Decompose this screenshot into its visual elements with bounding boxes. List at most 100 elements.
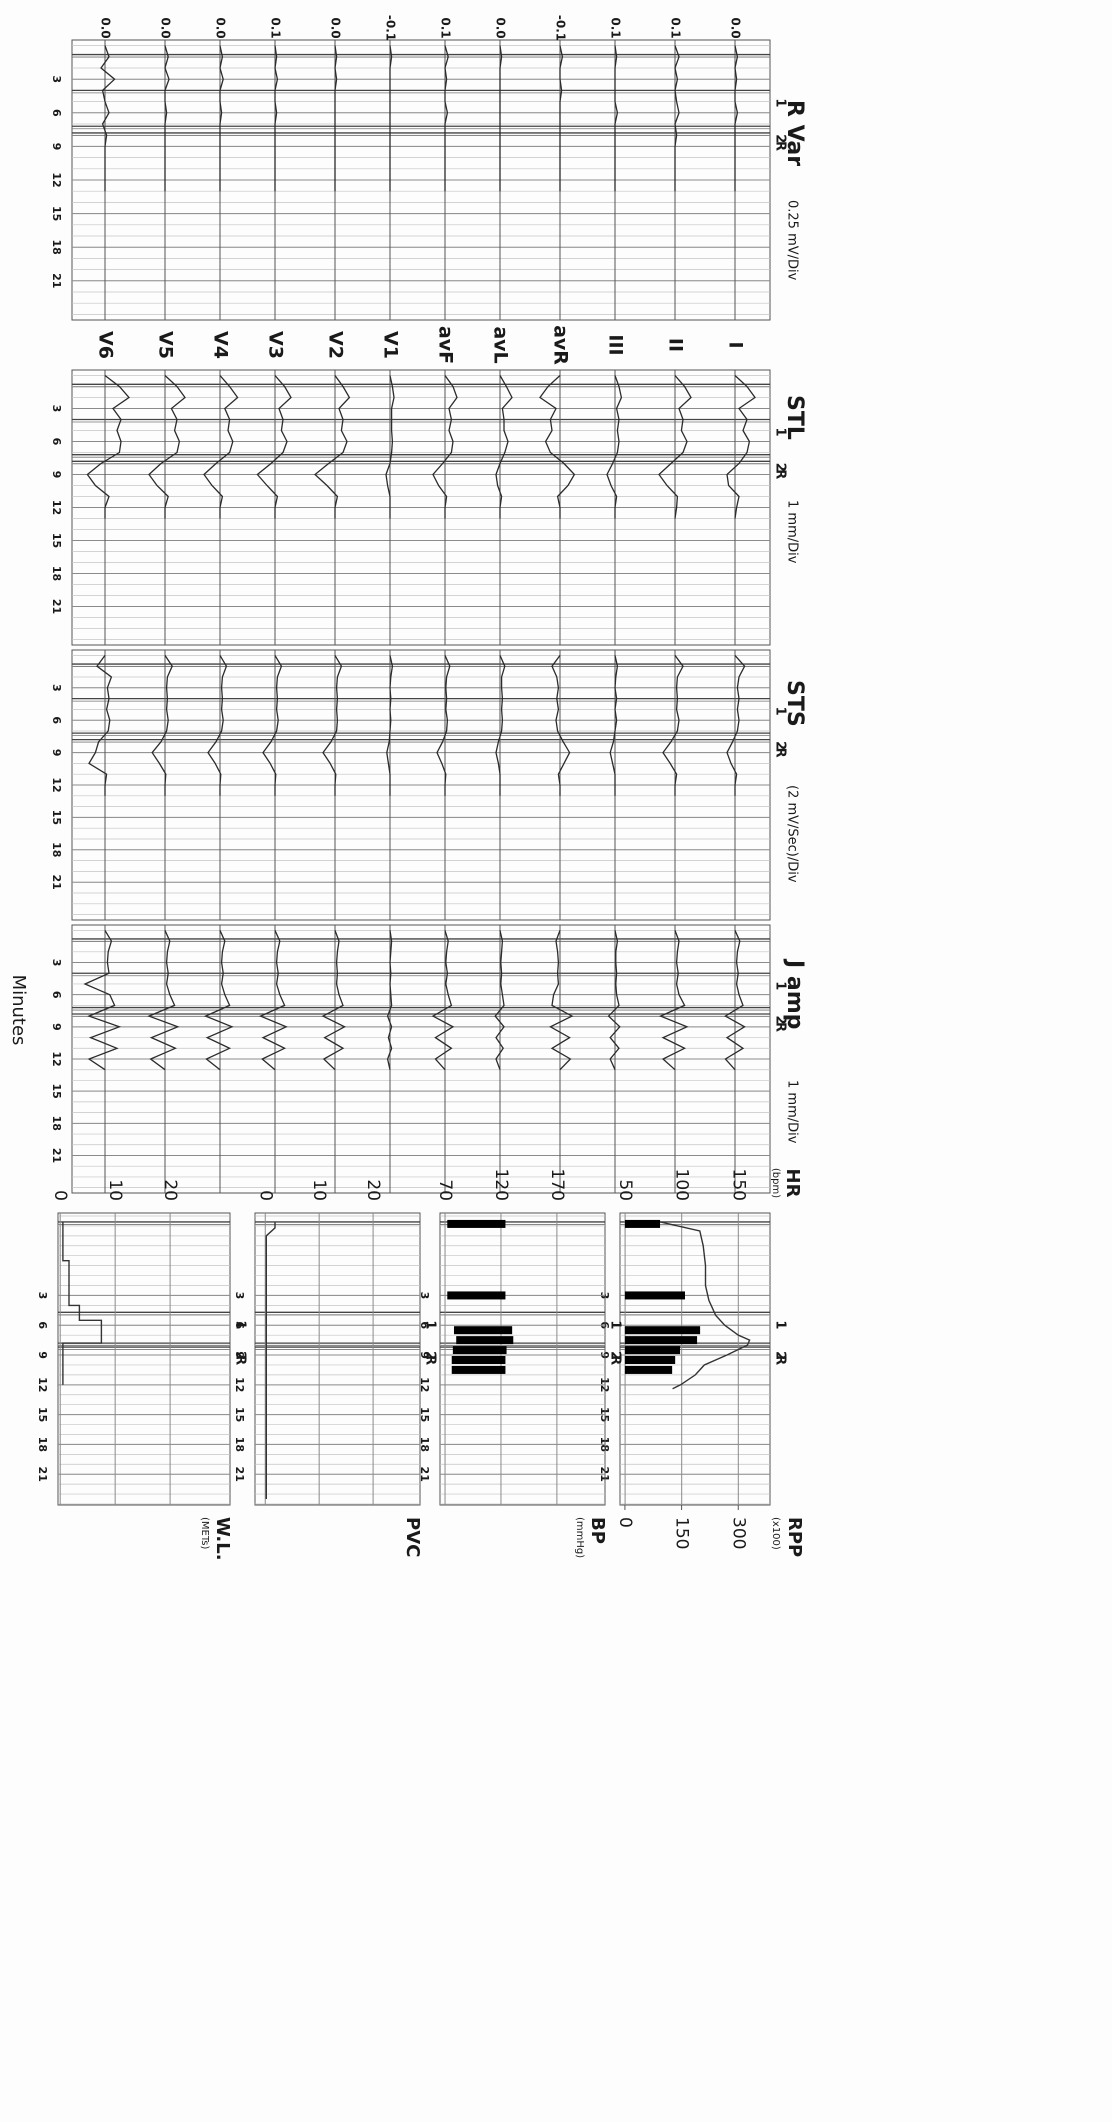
- trend-line: [265, 1221, 276, 1499]
- lead-trace: [258, 930, 288, 1071]
- range-bar: [456, 1336, 514, 1345]
- lead-trace: [658, 375, 692, 519]
- lead-trace: [100, 45, 116, 192]
- x-tick-label: 15: [50, 1084, 63, 1099]
- lead-trace: [549, 930, 574, 1071]
- range-bar: [452, 1346, 507, 1355]
- x-tick-label: 18: [50, 842, 63, 857]
- event-label: R: [773, 1355, 788, 1365]
- lead-trace: [606, 375, 623, 519]
- event-label: 1: [233, 1320, 248, 1329]
- x-tick-label: 9: [233, 1351, 246, 1359]
- panel-title: STS: [782, 680, 807, 727]
- x-tick-label: 6: [50, 991, 63, 999]
- y-tick-label: 120: [491, 1169, 511, 1201]
- panel-frame: [619, 1212, 771, 1506]
- lead-trace: [386, 655, 394, 796]
- lead-name: II: [665, 338, 687, 352]
- axis-title: W.L.: [212, 1517, 233, 1561]
- lead-trace: [148, 375, 186, 519]
- axis-subtitle: (x100): [770, 1517, 781, 1550]
- lead-trace: [203, 375, 239, 519]
- x-axis-label: Minutes: [8, 975, 29, 1046]
- lead-level: 0.1: [669, 17, 683, 38]
- x-tick-label: 6: [418, 1321, 431, 1329]
- lead-trace: [551, 655, 571, 796]
- lead-name: avF: [435, 326, 457, 364]
- x-tick-label: 12: [36, 1377, 49, 1392]
- lead-level: 0.0: [214, 17, 228, 38]
- y2-tick-label: 150: [672, 1517, 692, 1549]
- y-tick-label: 50: [615, 1179, 635, 1201]
- y2-tick-label: 300: [728, 1517, 748, 1549]
- axis-title: BP: [587, 1517, 608, 1544]
- panel-title: STL: [782, 395, 807, 440]
- event-label: R: [233, 1355, 248, 1365]
- lead-trace: [609, 655, 619, 796]
- lead-name: V6: [95, 331, 117, 359]
- event-label: R: [773, 748, 788, 758]
- panel-title: J amp: [782, 958, 807, 1029]
- lead-trace: [539, 375, 576, 519]
- axis-title: RPP: [784, 1517, 805, 1557]
- bar: [624, 1346, 681, 1355]
- event-label: 2: [773, 463, 788, 472]
- lead-trace: [734, 45, 739, 192]
- axis-subtitle: (bpm): [770, 1168, 781, 1198]
- lead-trace: [164, 45, 170, 192]
- lead-trace: [262, 655, 283, 796]
- event-label: R: [773, 469, 788, 479]
- lead-trace: [674, 45, 680, 192]
- lead-trace: [495, 375, 513, 519]
- lead-trace: [724, 930, 746, 1071]
- lead-level: 0.0: [729, 17, 743, 38]
- y-tick-label: 20: [363, 1179, 383, 1201]
- x-tick-label: 3: [50, 684, 63, 692]
- y-tick-label: 100: [672, 1169, 692, 1201]
- bar: [624, 1326, 701, 1335]
- x-tick-label: 6: [36, 1321, 49, 1329]
- panel-title: R Var: [782, 100, 807, 166]
- panel-subtitle: (2 mV/Sec)/Div: [785, 785, 800, 883]
- lead-trace: [662, 655, 684, 796]
- lead-name: avR: [550, 325, 572, 365]
- lead-trace: [444, 45, 449, 192]
- bar: [624, 1336, 698, 1345]
- x-tick-label: 21: [50, 273, 63, 288]
- x-tick-label: 18: [50, 566, 63, 581]
- lead-level: 0.0: [99, 17, 113, 38]
- lead-trace: [147, 930, 180, 1071]
- x-tick-label: 15: [50, 206, 63, 221]
- x-tick-label: 9: [418, 1351, 431, 1359]
- x-tick-label: 15: [50, 533, 63, 548]
- lead-name: avL: [490, 326, 512, 363]
- event-label: 2: [773, 1351, 788, 1360]
- lead-trace: [607, 930, 621, 1070]
- x-tick-label: 9: [50, 471, 63, 479]
- x-tick-label: 21: [233, 1467, 246, 1482]
- axis-title: HR: [782, 1169, 803, 1198]
- event-label: 1: [773, 428, 788, 437]
- bar: [624, 1355, 676, 1364]
- lead-trace: [559, 45, 564, 192]
- lead-trace: [314, 375, 351, 519]
- event-label: R: [773, 141, 788, 151]
- y-tick-label: 70: [435, 1179, 455, 1201]
- y2-tick-label: 0: [615, 1517, 635, 1528]
- y-tick-label: 0: [255, 1190, 275, 1201]
- lead-trace: [88, 655, 113, 796]
- x-tick-label: 15: [233, 1407, 246, 1422]
- lead-trace: [495, 655, 506, 796]
- event-label: 1: [773, 98, 788, 107]
- x-tick-label: 12: [50, 1051, 63, 1066]
- bar: [624, 1365, 673, 1374]
- lead-name: V3: [265, 331, 287, 359]
- x-tick-label: 6: [50, 716, 63, 724]
- lead-trace: [431, 930, 455, 1071]
- panel-subtitle: 1 mm/Div: [785, 500, 800, 564]
- range-bar: [451, 1355, 506, 1364]
- event-label: 1: [773, 1320, 788, 1329]
- trend-line: [660, 1221, 751, 1390]
- lead-trace: [726, 375, 756, 519]
